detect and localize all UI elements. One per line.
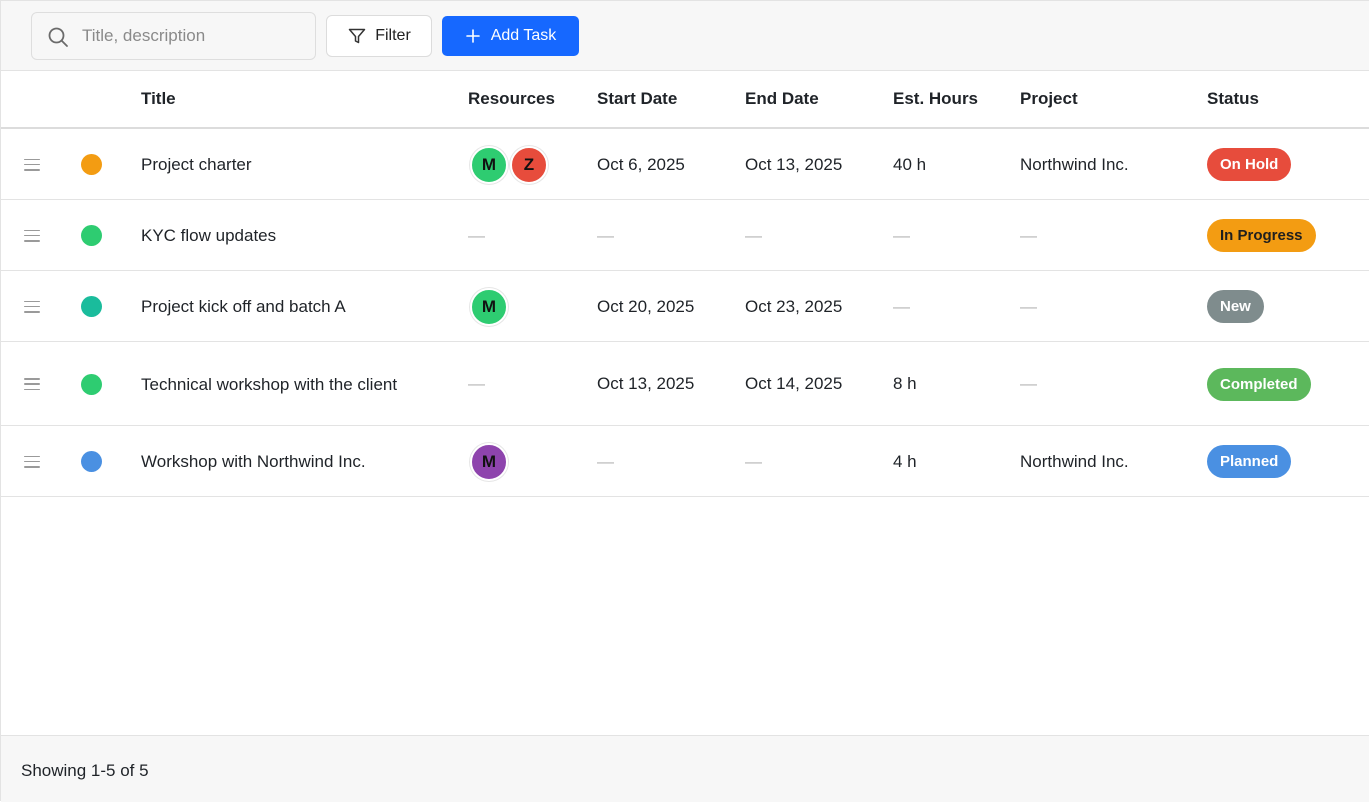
- project-name: —: [1020, 296, 1037, 316]
- est-hours: —: [893, 296, 910, 316]
- end-date: Oct 13, 2025: [745, 154, 843, 174]
- filter-button-label: Filter: [375, 27, 411, 44]
- est-hours: —: [893, 225, 910, 245]
- project-name: Northwind Inc.: [1020, 451, 1129, 471]
- task-title[interactable]: Technical workshop with the client: [141, 374, 398, 394]
- task-color-dot: [81, 451, 102, 472]
- pagination-summary: Showing 1-5 of 5: [21, 761, 149, 780]
- task-color-dot: [81, 373, 102, 395]
- task-title[interactable]: Project charter: [141, 154, 252, 174]
- est-hours: 8 h: [893, 374, 917, 393]
- end-date: Oct 23, 2025: [745, 296, 843, 316]
- column-header-end-date[interactable]: End Date: [745, 89, 819, 108]
- column-header-status[interactable]: Status: [1207, 89, 1259, 108]
- status-badge[interactable]: Completed: [1207, 367, 1311, 401]
- drag-handle-icon[interactable]: [24, 455, 40, 468]
- toolbar: Filter Add Task: [1, 1, 1369, 71]
- add-task-button-label: Add Task: [490, 27, 557, 44]
- end-date: —: [745, 225, 762, 245]
- drag-handle-icon[interactable]: [24, 158, 40, 171]
- column-header-start-date[interactable]: Start Date: [597, 89, 678, 108]
- table-row[interactable]: Workshop with Northwind Inc. M — — 4 h Northw…: [1, 426, 1369, 497]
- table-header: Title Resources Start Date End Date Est.…: [1, 71, 1369, 129]
- add-task-button[interactable]: Add Task: [442, 16, 579, 56]
- project-name: —: [1020, 374, 1037, 393]
- drag-handle-icon[interactable]: [24, 229, 40, 242]
- drag-handle-icon[interactable]: [24, 378, 40, 390]
- est-hours: 40 h: [893, 154, 927, 174]
- project-name: Northwind Inc.: [1020, 154, 1129, 174]
- resources-empty: —: [468, 374, 485, 393]
- status-badge[interactable]: New: [1207, 290, 1264, 323]
- table-row[interactable]: Project kick off and batch A M Oct 20, 202…: [1, 271, 1369, 342]
- plus-icon: [465, 29, 480, 43]
- start-date: —: [597, 225, 614, 245]
- table-footer: Showing 1-5 of 5: [1, 735, 1369, 802]
- task-title[interactable]: Project kick off and batch A: [141, 296, 346, 316]
- task-color-dot: [81, 225, 102, 246]
- avatar[interactable]: Z: [510, 145, 548, 184]
- search-icon: [48, 27, 68, 47]
- avatar[interactable]: M: [470, 145, 508, 184]
- table-row[interactable]: KYC flow updates — — — — — In Progress: [1, 200, 1369, 271]
- filter-button[interactable]: Filter: [326, 15, 432, 57]
- column-header-title[interactable]: Title: [141, 89, 176, 108]
- column-header-project[interactable]: Project: [1020, 89, 1078, 108]
- search-input[interactable]: [82, 13, 307, 59]
- task-title[interactable]: Workshop with Northwind Inc.: [141, 451, 366, 471]
- status-badge[interactable]: On Hold: [1207, 148, 1292, 181]
- task-color-dot: [81, 296, 102, 317]
- column-header-resources[interactable]: Resources: [468, 89, 555, 108]
- start-date: Oct 13, 2025: [597, 374, 695, 393]
- table-row[interactable]: Project charter M Z Oct 6, 2025 Oct 13, 2025…: [1, 129, 1369, 200]
- start-date: —: [597, 451, 614, 471]
- end-date: —: [745, 451, 762, 471]
- resources-empty: —: [468, 225, 485, 245]
- filter-icon: [348, 28, 366, 44]
- start-date: Oct 20, 2025: [597, 296, 695, 316]
- status-badge[interactable]: Planned: [1207, 445, 1292, 478]
- search-box[interactable]: [31, 12, 316, 60]
- task-color-dot: [81, 154, 102, 175]
- start-date: Oct 6, 2025: [597, 154, 685, 174]
- end-date: Oct 14, 2025: [745, 374, 843, 393]
- task-title[interactable]: KYC flow updates: [141, 225, 277, 245]
- column-header-est-hours[interactable]: Est. Hours: [893, 89, 979, 108]
- avatar[interactable]: M: [470, 442, 508, 481]
- table-row[interactable]: Technical workshop with the client — Oct 1…: [1, 342, 1369, 426]
- est-hours: 4 h: [893, 451, 917, 471]
- drag-handle-icon[interactable]: [24, 300, 40, 313]
- status-badge[interactable]: In Progress: [1207, 219, 1316, 252]
- project-name: —: [1020, 225, 1037, 245]
- avatar[interactable]: M: [470, 287, 508, 326]
